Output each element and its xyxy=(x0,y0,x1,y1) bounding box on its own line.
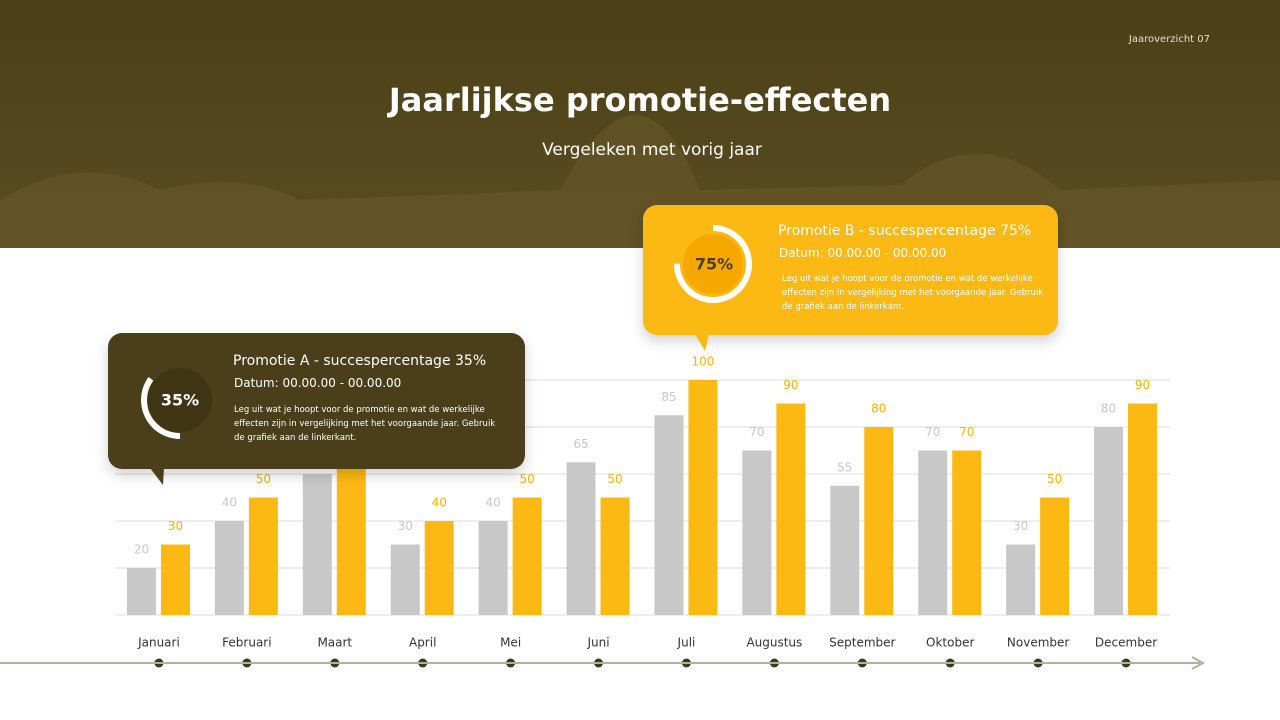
data-label: 50 xyxy=(1047,472,1062,486)
ring-label: 35% xyxy=(161,391,199,410)
callout-date: Datum: 00.00.00 - 00.00.00 xyxy=(234,376,402,390)
data-label: 70 xyxy=(925,425,940,439)
bar xyxy=(566,462,596,615)
data-label: 90 xyxy=(783,378,798,392)
data-label: 70 xyxy=(959,425,974,439)
data-label: 30 xyxy=(1013,519,1028,533)
data-label: 50 xyxy=(256,472,271,486)
x-tick-label: Januari xyxy=(137,636,180,650)
bar xyxy=(126,568,156,615)
callout-date: Datum: 00.00.00 - 00.00.00 xyxy=(779,246,947,260)
x-tick-label: Juni xyxy=(586,636,609,650)
bar xyxy=(160,544,190,615)
bar xyxy=(302,474,332,615)
data-label: 30 xyxy=(398,519,413,533)
page-label: Jaaroverzicht 07 xyxy=(1128,34,1210,45)
data-label: 55 xyxy=(837,460,852,474)
x-tick-label: Februari xyxy=(222,636,271,650)
data-label: 90 xyxy=(1135,378,1150,392)
x-tick-label: September xyxy=(829,636,895,650)
callout-text: Leg uit wat je hoopt voor de promotie en… xyxy=(782,274,1044,312)
ring-bg xyxy=(148,368,212,432)
x-tick-label: Juli xyxy=(677,636,696,650)
chart-title: Jaarlijkse promotie-effecten xyxy=(387,81,891,119)
ring-a: 35% xyxy=(141,361,219,439)
chart-subtitle: Vergeleken met vorig jaar xyxy=(542,140,762,160)
ring-label: 75% xyxy=(695,255,733,274)
bar xyxy=(390,544,420,615)
data-label: 80 xyxy=(871,402,886,416)
bar xyxy=(864,427,894,615)
bar xyxy=(1040,497,1070,615)
bar xyxy=(742,450,772,615)
callout-title: Promotie A - succespercentage 35% xyxy=(233,353,487,369)
bar xyxy=(1128,403,1158,615)
x-tick-label: April xyxy=(409,636,436,650)
bar xyxy=(248,497,278,615)
x-tick-label: Maart xyxy=(317,636,352,650)
data-label: 65 xyxy=(573,437,588,451)
data-label: 100 xyxy=(692,355,715,369)
data-label: 40 xyxy=(485,496,500,510)
bar xyxy=(600,497,630,615)
bar xyxy=(952,450,982,615)
bar xyxy=(512,497,542,615)
data-label: 40 xyxy=(222,496,237,510)
callout-title: Promotie B - succespercentage 75% xyxy=(778,223,1032,239)
bar xyxy=(830,485,860,615)
data-label: 70 xyxy=(749,425,764,439)
x-tick-label: November xyxy=(1007,636,1069,650)
bar xyxy=(214,521,244,615)
bar xyxy=(654,415,684,615)
x-tick-label: Augustus xyxy=(746,636,802,650)
bar xyxy=(336,450,366,615)
ring-b: 75% xyxy=(674,225,752,303)
data-label: 20 xyxy=(134,543,149,557)
bar xyxy=(1094,427,1124,615)
data-label: 40 xyxy=(432,496,447,510)
callout-a: 35% Promotie A - succespercentage 35% Da… xyxy=(108,333,525,485)
bar xyxy=(776,403,806,615)
bar xyxy=(918,450,948,615)
timeline-arrow xyxy=(1191,656,1206,670)
data-label: 50 xyxy=(519,472,534,486)
callout-b: 75% Promotie B - succespercentage 75% Da… xyxy=(643,205,1058,351)
data-label: 30 xyxy=(168,519,183,533)
data-label: 80 xyxy=(1101,402,1116,416)
bar xyxy=(478,521,508,615)
callout-tail xyxy=(695,334,709,351)
ring-arc xyxy=(141,361,219,439)
ring-bg xyxy=(683,234,743,294)
x-tick-label: December xyxy=(1095,636,1157,650)
x-tick-label: Oktober xyxy=(926,636,974,650)
bar xyxy=(424,521,454,615)
bar xyxy=(1006,544,1036,615)
data-label: 85 xyxy=(661,390,676,404)
ring-arc xyxy=(674,225,752,303)
x-tick-label: Mei xyxy=(500,636,521,650)
bar xyxy=(688,380,718,615)
callout-text: Leg uit wat je hoopt voor de promotie en… xyxy=(234,405,496,443)
data-label: 50 xyxy=(607,472,622,486)
callout-tail xyxy=(150,468,164,485)
